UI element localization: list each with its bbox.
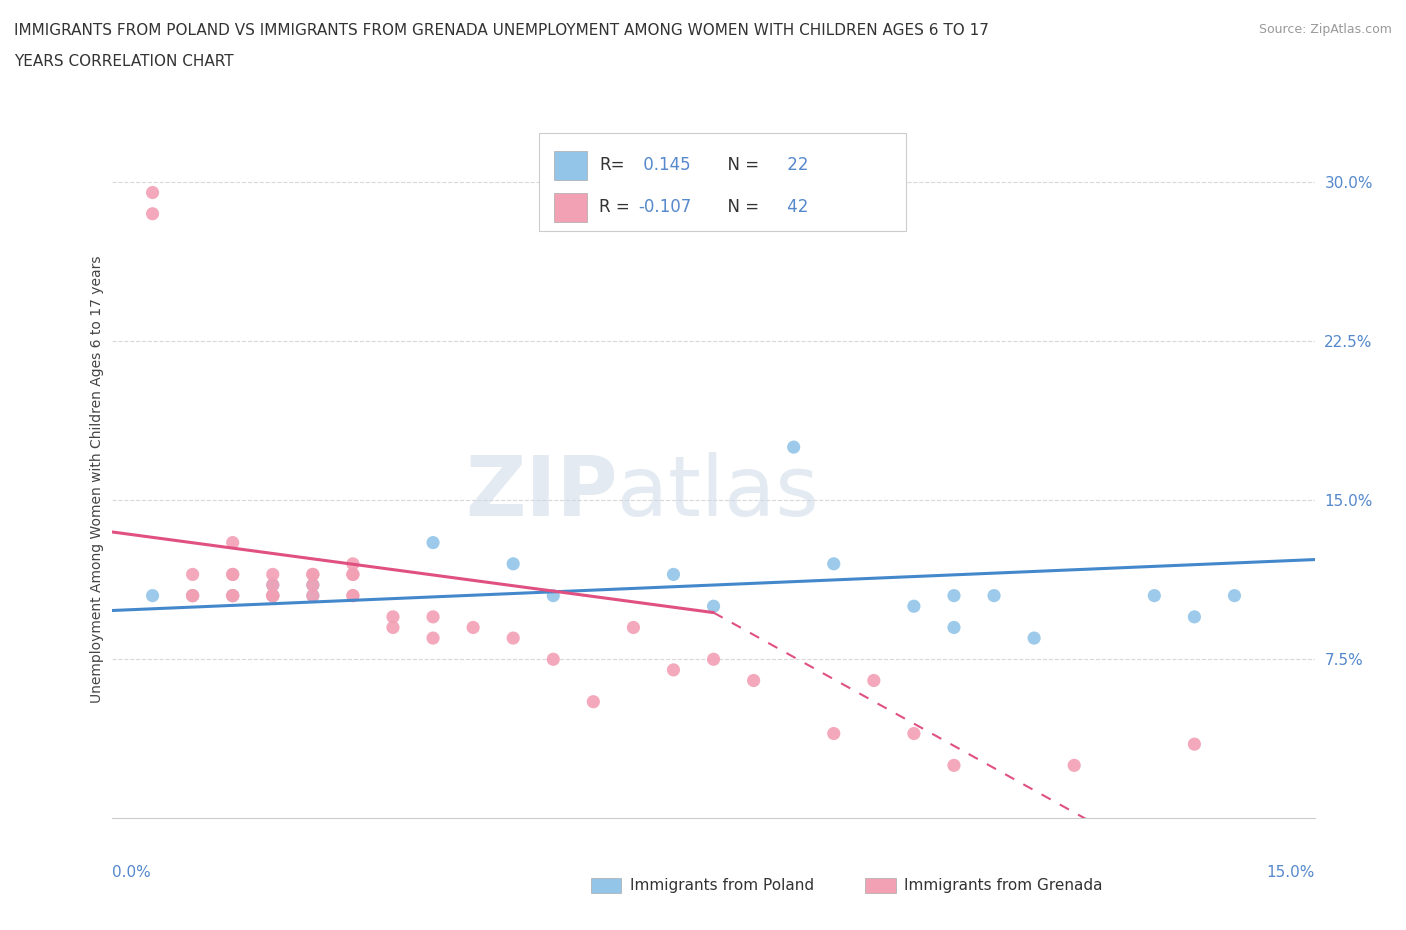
FancyBboxPatch shape xyxy=(554,193,588,221)
Point xyxy=(141,185,163,200)
Text: Source: ZipAtlas.com: Source: ZipAtlas.com xyxy=(1258,23,1392,36)
Point xyxy=(1223,588,1246,603)
Text: R=: R= xyxy=(599,156,624,174)
Point xyxy=(823,556,845,571)
Point xyxy=(262,588,284,603)
Point xyxy=(1184,737,1206,751)
Point xyxy=(422,535,444,550)
Text: N =: N = xyxy=(717,156,759,174)
Text: 22: 22 xyxy=(782,156,808,174)
Point xyxy=(742,673,765,688)
Point xyxy=(222,535,245,550)
Text: ZIP: ZIP xyxy=(465,452,617,533)
Point xyxy=(422,631,444,645)
Point xyxy=(543,588,565,603)
Point xyxy=(262,567,284,582)
Point xyxy=(342,556,364,571)
Point xyxy=(942,758,965,773)
Point xyxy=(502,556,524,571)
Point xyxy=(543,652,565,667)
Y-axis label: Unemployment Among Women with Children Ages 6 to 17 years: Unemployment Among Women with Children A… xyxy=(90,255,104,703)
Point xyxy=(342,567,364,582)
Point xyxy=(181,588,204,603)
Point xyxy=(181,567,204,582)
Point xyxy=(903,726,925,741)
Point xyxy=(262,578,284,592)
Point xyxy=(262,578,284,592)
Point xyxy=(222,567,245,582)
Point xyxy=(621,620,644,635)
Text: 15.0%: 15.0% xyxy=(1267,865,1315,880)
Text: -0.107: -0.107 xyxy=(638,198,692,217)
Point xyxy=(1024,631,1046,645)
Text: 0.0%: 0.0% xyxy=(112,865,152,880)
Point xyxy=(782,440,804,455)
Point xyxy=(302,588,325,603)
Text: atlas: atlas xyxy=(617,452,820,533)
Point xyxy=(302,578,325,592)
Point xyxy=(422,609,444,624)
Point xyxy=(222,567,245,582)
Point xyxy=(502,631,524,645)
Point xyxy=(181,588,204,603)
Point xyxy=(863,673,886,688)
Point xyxy=(181,588,204,603)
Point xyxy=(141,206,163,221)
Point xyxy=(222,588,245,603)
Text: Immigrants from Grenada: Immigrants from Grenada xyxy=(904,878,1102,893)
Text: 42: 42 xyxy=(782,198,808,217)
Point xyxy=(382,609,405,624)
Text: 0.145: 0.145 xyxy=(638,156,690,174)
Text: IMMIGRANTS FROM POLAND VS IMMIGRANTS FROM GRENADA UNEMPLOYMENT AMONG WOMEN WITH : IMMIGRANTS FROM POLAND VS IMMIGRANTS FRO… xyxy=(14,23,988,38)
Text: R =: R = xyxy=(599,198,630,217)
Point xyxy=(382,620,405,635)
FancyBboxPatch shape xyxy=(554,151,588,179)
Point xyxy=(342,588,364,603)
Point xyxy=(302,588,325,603)
Point xyxy=(942,620,965,635)
Point xyxy=(302,567,325,582)
Point xyxy=(302,567,325,582)
Point xyxy=(342,588,364,603)
Point xyxy=(1063,758,1085,773)
FancyBboxPatch shape xyxy=(540,133,905,232)
Point xyxy=(262,588,284,603)
Point xyxy=(302,578,325,592)
Point xyxy=(662,662,685,677)
Point xyxy=(1184,609,1206,624)
Point xyxy=(461,620,484,635)
Point xyxy=(983,588,1005,603)
Point xyxy=(342,567,364,582)
Point xyxy=(262,588,284,603)
Point xyxy=(222,588,245,603)
Point xyxy=(702,599,725,614)
Point xyxy=(222,588,245,603)
Point xyxy=(903,599,925,614)
Point xyxy=(823,726,845,741)
Point xyxy=(702,652,725,667)
Text: N =: N = xyxy=(717,198,759,217)
Point xyxy=(662,567,685,582)
Text: Immigrants from Poland: Immigrants from Poland xyxy=(630,878,814,893)
Point xyxy=(582,695,605,710)
Point xyxy=(1143,588,1166,603)
Point xyxy=(942,588,965,603)
Text: YEARS CORRELATION CHART: YEARS CORRELATION CHART xyxy=(14,54,233,69)
Point xyxy=(141,588,163,603)
Point xyxy=(262,588,284,603)
